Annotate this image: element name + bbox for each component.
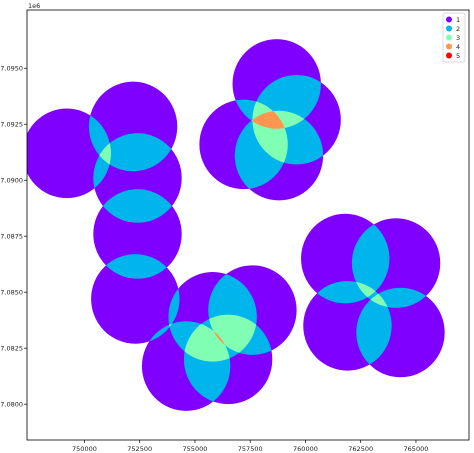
legend-marker — [446, 52, 452, 59]
x-tick-label: 765000 — [404, 445, 429, 453]
plot-area — [27, 39, 445, 411]
legend-label: 1 — [456, 16, 460, 24]
legend-label: 2 — [456, 25, 460, 33]
overlap-level-2 — [351, 218, 390, 304]
x-tick-label: 760000 — [293, 445, 318, 453]
legend-marker — [446, 25, 452, 32]
x-tick-label: 752500 — [127, 445, 152, 453]
legend-marker — [446, 34, 452, 41]
x-tick-label: 755000 — [183, 445, 208, 453]
overlap-level-3 — [252, 110, 288, 165]
y-tick-label: 7.0925 — [0, 121, 23, 129]
overlap-level-3 — [208, 314, 257, 355]
y-tick-label: 7.0950 — [0, 65, 23, 73]
y-axis-multiplier: 1e6 — [28, 2, 40, 10]
legend-label: 5 — [456, 52, 460, 60]
legend-marker — [446, 43, 452, 50]
y-tick-label: 7.0825 — [0, 344, 23, 352]
y-tick-label: 7.0900 — [0, 177, 23, 185]
legend-marker — [446, 16, 452, 23]
y-tick-label: 7.0800 — [0, 400, 23, 408]
legend-label: 4 — [456, 43, 460, 51]
x-tick-label: 750000 — [72, 445, 97, 453]
plot-frame — [26, 9, 470, 441]
x-tick-label: 757500 — [238, 445, 263, 453]
y-tick-label: 7.0875 — [0, 232, 23, 240]
coverage-circle — [91, 254, 180, 344]
legend-box — [442, 12, 466, 63]
overlap-level-2 — [93, 189, 182, 223]
axes: 750000 752500 755000 757500 760000 762500 7650… — [0, 65, 428, 453]
overlap-level-2 — [93, 133, 178, 172]
y-tick-label: 7.0850 — [0, 288, 23, 296]
legend-label: 3 — [456, 34, 460, 42]
overlap-level-2 — [356, 287, 392, 371]
x-tick-label: 762500 — [348, 445, 373, 453]
